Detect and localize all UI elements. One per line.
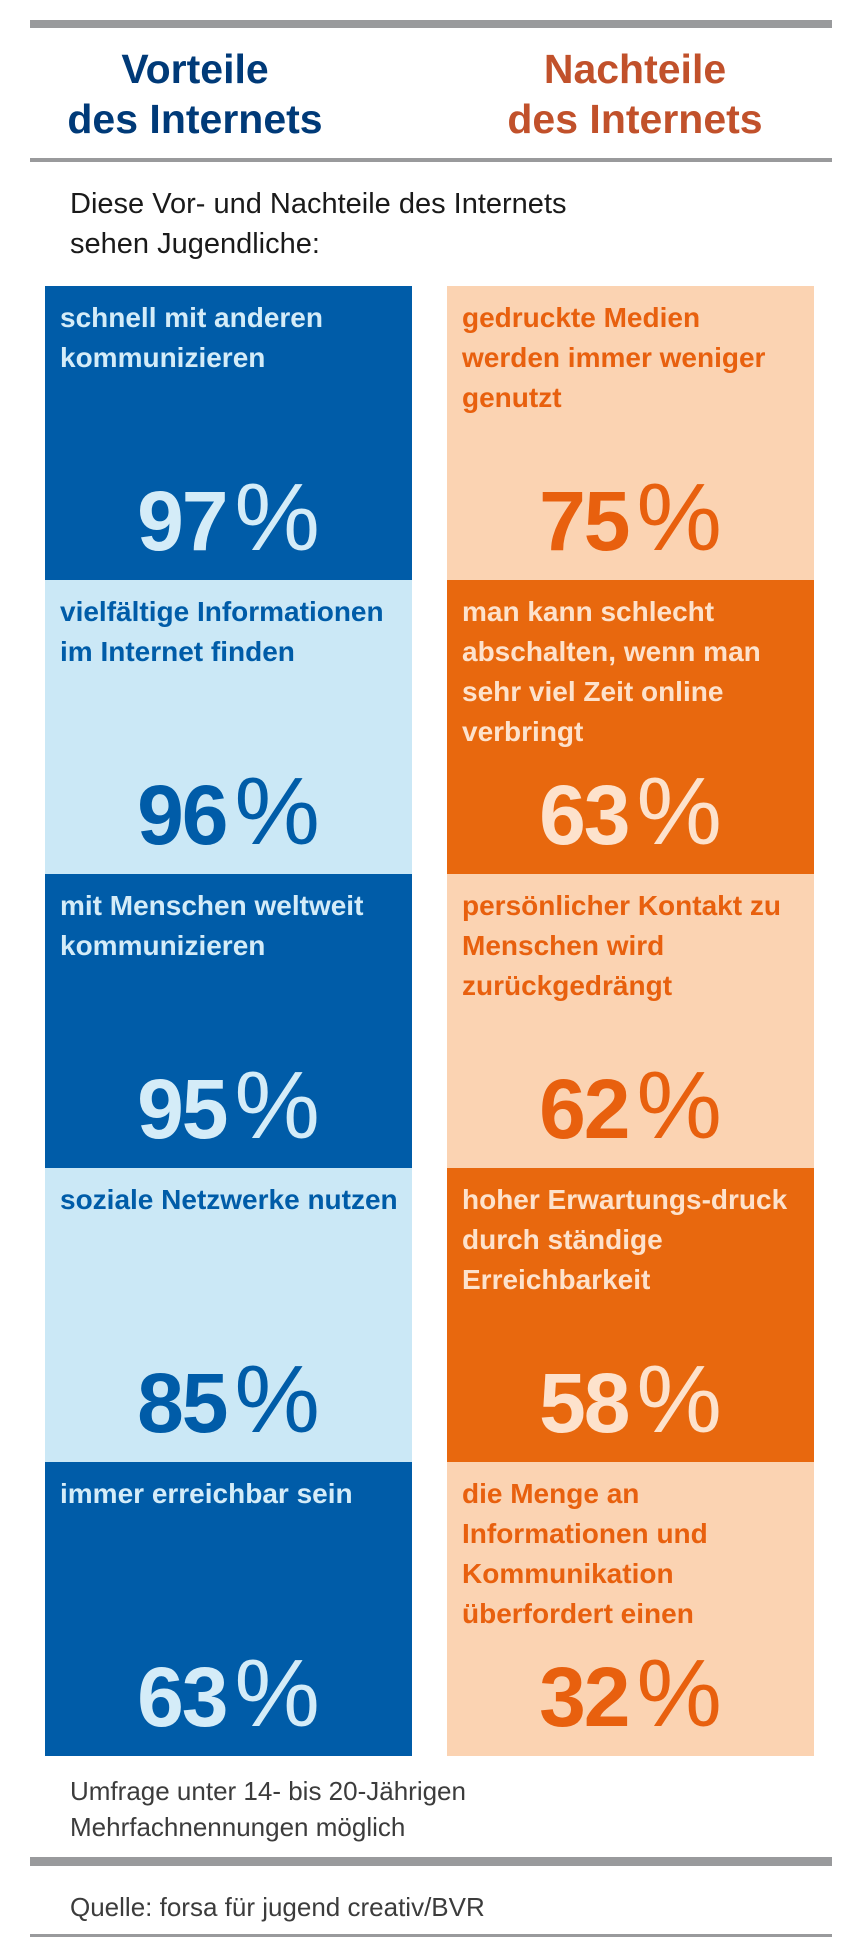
pro-card-label: schnell mit anderen kommunizieren — [60, 302, 323, 373]
con-card-value: 62 — [539, 1062, 630, 1156]
pro-card-unit: % — [234, 1640, 320, 1747]
pro-card-label: vielfältige Informationen im Internet fi… — [60, 596, 384, 667]
con-card-percentage: 58% — [447, 1352, 814, 1450]
pro-card-label: immer erreichbar sein — [60, 1478, 353, 1509]
pro-card-value: 85 — [137, 1356, 228, 1450]
con-heading-line2: des Internets — [507, 96, 763, 142]
pro-card-value: 96 — [137, 768, 228, 862]
pro-card-value: 63 — [137, 1650, 228, 1744]
pro-card-percentage: 95% — [45, 1058, 412, 1156]
con-card-percentage: 32% — [447, 1646, 814, 1744]
header-rule — [30, 158, 832, 162]
pro-card-percentage: 63% — [45, 1646, 412, 1744]
con-heading-line1: Nachteile — [543, 46, 727, 92]
con-card-value: 32 — [539, 1650, 630, 1744]
intro-text: Diese Vor- und Nachteile des Internets s… — [70, 184, 567, 264]
con-card-unit: % — [636, 1052, 722, 1159]
pro-card-percentage: 97% — [45, 470, 412, 568]
con-card-unit: % — [636, 1346, 722, 1453]
pro-heading-line1: Vorteile — [121, 46, 269, 92]
top-rule — [30, 20, 832, 28]
con-card-value: 75 — [539, 474, 630, 568]
pro-card-label: mit Menschen weltweit kommunizieren — [60, 890, 364, 961]
con-card-unit: % — [636, 464, 722, 571]
pro-card-unit: % — [234, 1052, 320, 1159]
survey-note-line2: Mehrfachnennungen möglich — [70, 1812, 406, 1842]
con-card-label: gedruckte Medien werden immer weniger ge… — [462, 302, 766, 413]
con-card: hoher Erwartungs-druck durch ständige Er… — [447, 1168, 814, 1462]
bottom-rule — [30, 1934, 832, 1937]
pro-card-value: 97 — [137, 474, 228, 568]
pro-card-unit: % — [234, 758, 320, 865]
pro-card-percentage: 85% — [45, 1352, 412, 1450]
pro-card: mit Menschen weltweit kommunizieren 95% — [45, 874, 412, 1168]
con-card-percentage: 75% — [447, 470, 814, 568]
intro-line1: Diese Vor- und Nachteile des Internets — [70, 188, 567, 220]
con-card-label: die Menge an Informationen und Kommunika… — [462, 1478, 708, 1629]
con-card: gedruckte Medien werden immer weniger ge… — [447, 286, 814, 580]
con-column: gedruckte Medien werden immer weniger ge… — [447, 286, 814, 1756]
pro-column: schnell mit anderen kommunizieren 97% viel… — [45, 286, 412, 1756]
con-card: die Menge an Informationen und Kommunika… — [447, 1462, 814, 1756]
con-card: persönlicher Kontakt zu Menschen wird zu… — [447, 874, 814, 1168]
con-heading: Nachteile des Internets — [440, 44, 830, 144]
con-card-unit: % — [636, 1640, 722, 1747]
pro-card-value: 95 — [137, 1062, 228, 1156]
pro-card-label: soziale Netzwerke nutzen — [60, 1184, 398, 1215]
con-card-value: 58 — [539, 1356, 630, 1450]
source-text: Quelle: forsa für jugend creativ/BVR — [70, 1892, 485, 1922]
pro-card-percentage: 96% — [45, 764, 412, 862]
con-card-label: persönlicher Kontakt zu Menschen wird zu… — [462, 890, 781, 1001]
con-card-value: 63 — [539, 768, 630, 862]
con-card-percentage: 63% — [447, 764, 814, 862]
survey-note-line1: Umfrage unter 14- bis 20-Jährigen — [70, 1776, 466, 1806]
con-card-label: man kann schlecht abschalten, wenn man s… — [462, 596, 761, 747]
survey-note: Umfrage unter 14- bis 20-Jährigen Mehrfa… — [70, 1773, 466, 1845]
con-card: man kann schlecht abschalten, wenn man s… — [447, 580, 814, 874]
pro-card: vielfältige Informationen im Internet fi… — [45, 580, 412, 874]
con-card-percentage: 62% — [447, 1058, 814, 1156]
pro-card-unit: % — [234, 1346, 320, 1453]
pro-card-unit: % — [234, 464, 320, 571]
pro-heading: Vorteile des Internets — [0, 44, 390, 144]
pro-card: soziale Netzwerke nutzen 85% — [45, 1168, 412, 1462]
con-card-unit: % — [636, 758, 722, 865]
con-card-label: hoher Erwartungs-druck durch ständige Er… — [462, 1184, 788, 1295]
intro-line2: sehen Jugendliche: — [70, 228, 320, 260]
footer-rule — [30, 1857, 832, 1866]
pro-card: schnell mit anderen kommunizieren 97% — [45, 286, 412, 580]
pro-heading-line2: des Internets — [67, 96, 323, 142]
pro-card: immer erreichbar sein 63% — [45, 1462, 412, 1756]
